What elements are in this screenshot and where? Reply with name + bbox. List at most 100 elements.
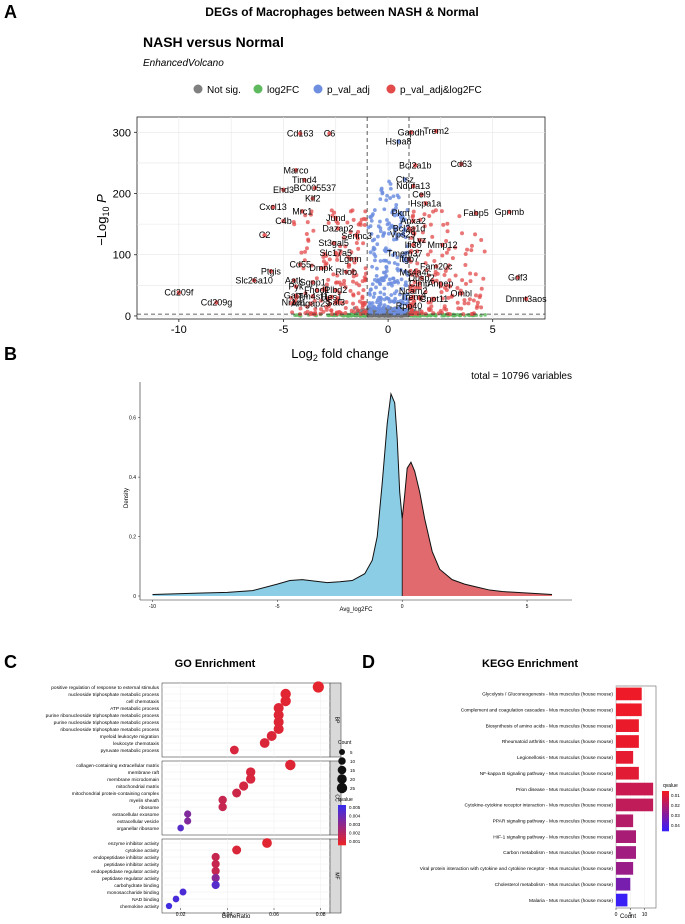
gene-point bbox=[413, 270, 418, 275]
point-p-val-adj bbox=[370, 282, 375, 286]
gene-label: Slc26a10 bbox=[235, 275, 273, 285]
point-p-val-adj-log2fc bbox=[434, 278, 439, 283]
gene-label: Klf2 bbox=[305, 193, 321, 203]
point-p-val-adj-log2fc bbox=[461, 312, 466, 317]
point-p-val-adj-log2fc bbox=[335, 273, 340, 278]
point-p-val-adj-log2fc bbox=[445, 221, 450, 226]
colorbar-segment bbox=[338, 821, 346, 824]
point-p-val-adj bbox=[378, 219, 382, 224]
kegg-term-label: Glycolysis / Gluconeogenesis - Mus muscu… bbox=[482, 692, 613, 698]
point-p-val-adj bbox=[392, 261, 397, 265]
go-dot bbox=[312, 681, 324, 693]
point-p-val-adj bbox=[376, 304, 381, 309]
go-term-label: enzyme inhibitor activity bbox=[108, 841, 160, 847]
go-dot bbox=[273, 723, 284, 735]
colorbar-segment bbox=[662, 817, 669, 820]
point-p-val-adj bbox=[402, 227, 407, 232]
point-p-val-adj bbox=[386, 231, 391, 236]
point-p-val-adj bbox=[388, 186, 393, 191]
x-tick-label: 0.08 bbox=[316, 912, 326, 918]
gene-label: Rhob bbox=[335, 267, 357, 277]
point-p-val-adj-log2fc bbox=[324, 282, 329, 287]
point-p-val-adj-log2fc bbox=[462, 298, 467, 303]
kegg-bar bbox=[616, 735, 639, 748]
gene-point bbox=[419, 192, 424, 197]
gene-point bbox=[398, 210, 403, 216]
go-dot bbox=[172, 895, 180, 903]
go-dot bbox=[232, 788, 242, 798]
point-p-val-adj-log2fc bbox=[343, 306, 348, 311]
point-p-val-adj-log2fc bbox=[363, 300, 368, 305]
point-p-val-adj bbox=[375, 266, 379, 271]
point-p-val-adj-log2fc bbox=[423, 289, 428, 294]
point-p-val-adj-log2fc bbox=[453, 273, 458, 278]
point-p-val-adj-log2fc bbox=[478, 293, 483, 298]
point-p-val-adj bbox=[405, 208, 410, 212]
point-p-val-adj bbox=[391, 276, 395, 281]
gene-point bbox=[423, 201, 428, 206]
y-tick-label: 0 bbox=[133, 594, 136, 600]
point-p-val-adj bbox=[385, 218, 389, 222]
colorbar-segment bbox=[338, 833, 346, 836]
gene-label: Fam20c bbox=[420, 261, 453, 271]
point-p-val-adj-log2fc bbox=[326, 277, 331, 282]
legend-swatch bbox=[313, 84, 323, 94]
point-p-val-adj bbox=[378, 197, 383, 202]
point-p-val-adj-log2fc bbox=[479, 305, 484, 310]
facet-strip bbox=[329, 682, 342, 758]
go-dot bbox=[273, 709, 284, 721]
gene-point bbox=[434, 128, 439, 134]
point-p-val-adj-log2fc bbox=[427, 214, 432, 219]
point-p-val-adj-log2fc bbox=[468, 271, 473, 276]
point-p-val-adj bbox=[368, 215, 373, 220]
go-term-label: monosaccharide binding bbox=[107, 890, 159, 896]
point-p-val-adj bbox=[378, 229, 383, 234]
go-term-label: extracellular vesicle bbox=[117, 819, 159, 825]
size-legend-label: 15 bbox=[350, 768, 356, 773]
point-p-val-adj-log2fc bbox=[468, 279, 473, 284]
gene-label: Nr1d1 bbox=[282, 297, 307, 307]
point-p-val-adj-log2fc bbox=[430, 234, 435, 239]
point-p-val-adj bbox=[374, 285, 378, 290]
colorbar-label: 0.003 bbox=[349, 822, 361, 827]
point-p-val-adj bbox=[379, 188, 384, 193]
gene-label: Ms4a4c bbox=[400, 267, 432, 277]
gene-point bbox=[329, 294, 334, 300]
gene-point bbox=[270, 204, 276, 210]
point-p-val-adj-log2fc bbox=[463, 262, 468, 267]
density-plot: total = 10796 variables -10 -5 0 5 0 0.2 0.4 0.… bbox=[124, 371, 572, 613]
kegg-bar bbox=[616, 814, 634, 828]
point-p-val-adj-log2fc bbox=[337, 290, 342, 295]
point-p-val-adj-log2fc bbox=[338, 310, 343, 315]
color-legend-title: qvalue bbox=[338, 797, 353, 803]
point-p-val-adj bbox=[388, 225, 393, 229]
gene-label: Lyz bbox=[413, 235, 427, 245]
point-p-val-adj-log2fc bbox=[447, 278, 452, 283]
size-legend-label: 20 bbox=[350, 777, 356, 782]
point-p-val-adj-log2fc bbox=[305, 220, 310, 225]
point-p-val-adj bbox=[376, 279, 381, 284]
point-log2fc bbox=[479, 313, 483, 318]
gene-label: C6 bbox=[324, 129, 336, 139]
point-p-val-adj-log2fc bbox=[362, 275, 367, 280]
point-p-val-adj bbox=[386, 282, 391, 286]
point-p-val-adj-log2fc bbox=[335, 297, 340, 302]
size-legend-label: 10 bbox=[350, 759, 356, 764]
point-p-val-adj-log2fc bbox=[324, 307, 329, 312]
gene-label: Cd209g bbox=[201, 297, 233, 307]
point-p-val-adj-log2fc bbox=[321, 259, 326, 264]
point-p-val-adj-log2fc bbox=[408, 288, 413, 293]
go-title: GO Enrichment bbox=[175, 658, 256, 670]
kegg-bar bbox=[616, 751, 634, 764]
point-p-val-adj-log2fc bbox=[358, 312, 363, 317]
point-p-val-adj-log2fc bbox=[444, 250, 449, 255]
facet-strip bbox=[329, 760, 342, 836]
size-legend-dot bbox=[338, 757, 346, 765]
point-p-val-adj bbox=[367, 309, 372, 314]
point-p-val-adj bbox=[376, 309, 381, 314]
go-dot bbox=[245, 767, 256, 777]
point-p-val-adj-log2fc bbox=[348, 229, 353, 234]
point-p-val-adj-log2fc bbox=[357, 299, 362, 304]
point-p-val-adj bbox=[405, 292, 409, 297]
facet-label: MF bbox=[334, 872, 340, 879]
